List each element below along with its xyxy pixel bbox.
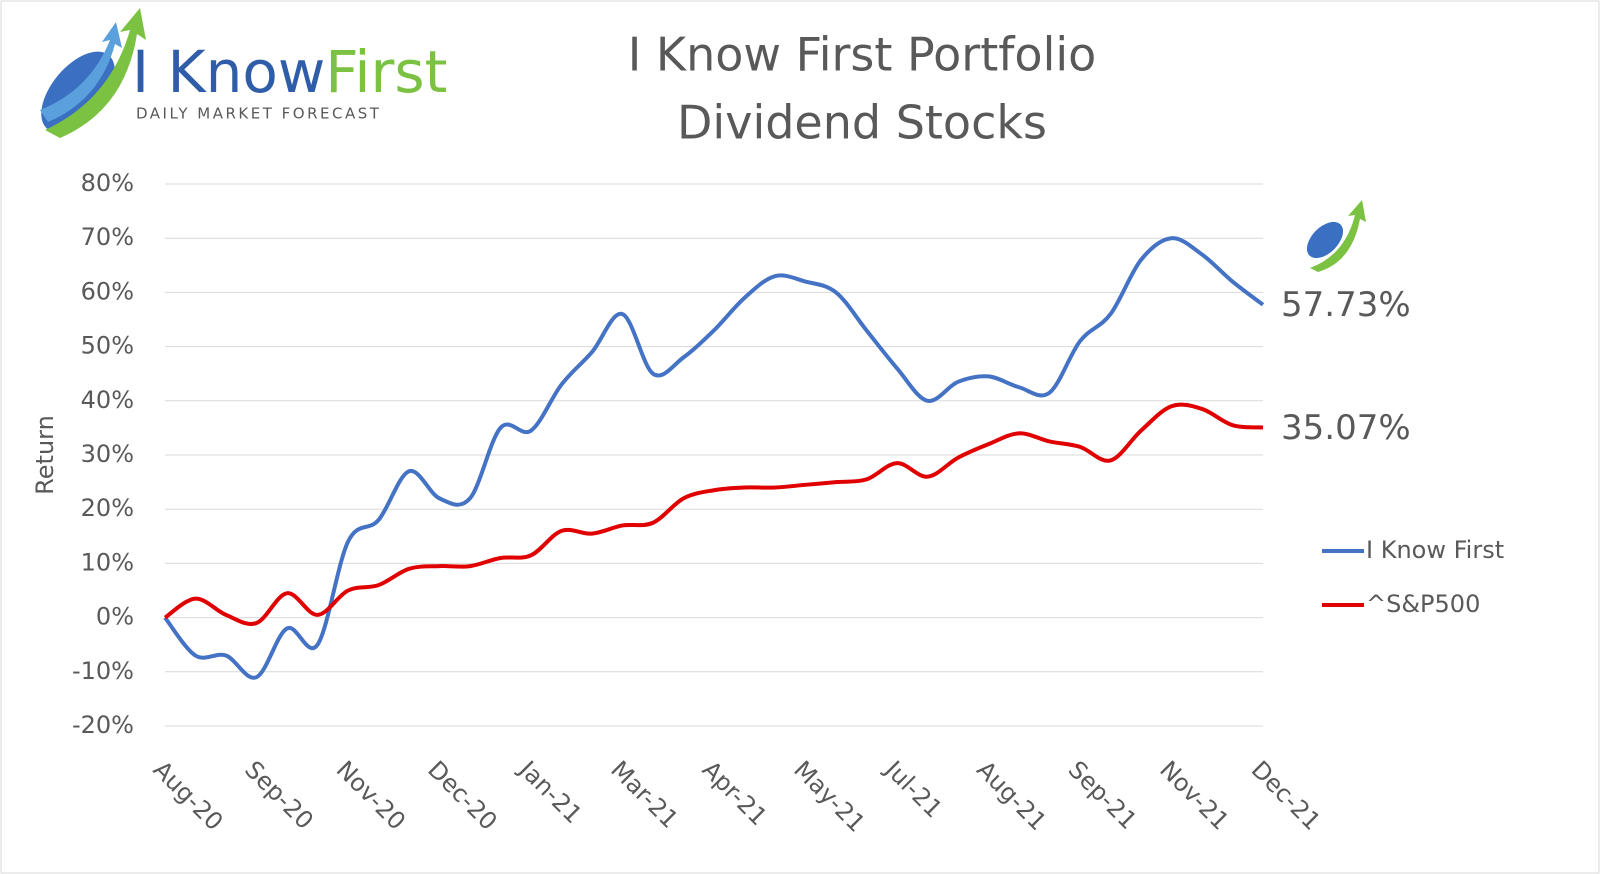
y-tick-label: 10% [81, 548, 134, 576]
logo-name: I KnowFirst [132, 38, 447, 106]
logo-name-1: I Know [132, 38, 325, 106]
series-line [163, 236, 1265, 680]
data-label: 35.07% [1281, 408, 1411, 448]
y-tick-label: 60% [81, 277, 134, 305]
data-label: 57.73% [1281, 285, 1411, 325]
chart-title: I Know First Portfolio [628, 28, 1097, 82]
legend-label: I Know First [1366, 536, 1504, 564]
logo-icon [40, 8, 146, 138]
y-tick-label: 50% [81, 332, 134, 360]
y-tick-label: -10% [72, 657, 134, 685]
y-tick-label: 80% [81, 169, 134, 197]
chart-title: Dividend Stocks [677, 96, 1047, 150]
logo-tagline: DAILY MARKET FORECAST [136, 105, 381, 123]
y-tick-label: 0% [96, 603, 134, 631]
legend-label: ^S&P500 [1366, 590, 1480, 618]
y-tick-label: -20% [72, 711, 134, 739]
y-tick-label: 30% [81, 440, 134, 468]
logo-name-2: First [325, 38, 447, 106]
y-axis-label: Return [31, 415, 59, 495]
small-logo-icon [1306, 200, 1366, 272]
y-tick-label: 40% [81, 386, 134, 414]
series-line [163, 402, 1264, 626]
y-tick-label: 70% [81, 223, 134, 251]
y-tick-label: 20% [81, 494, 134, 522]
